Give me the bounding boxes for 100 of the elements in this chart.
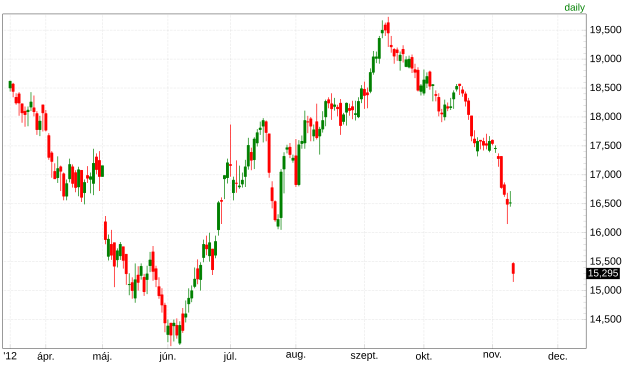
candlestick xyxy=(339,98,342,136)
candlestick xyxy=(98,150,101,192)
candlestick xyxy=(128,272,131,296)
candlestick xyxy=(142,273,146,296)
candlestick xyxy=(384,22,387,36)
candlestick xyxy=(184,300,188,323)
x-tick-label: jún. xyxy=(159,352,176,362)
candlestick xyxy=(205,235,208,256)
candlestick xyxy=(77,166,80,196)
x-tick-label: ápr. xyxy=(38,352,54,362)
candlestick xyxy=(92,148,95,196)
candlestick xyxy=(220,196,223,224)
candlestick xyxy=(86,166,89,184)
x-tick-label: okt. xyxy=(416,352,432,360)
y-tick-label: 18,500 xyxy=(590,84,622,92)
candlestick xyxy=(458,83,462,96)
candlestick xyxy=(228,124,232,177)
candlestick xyxy=(166,319,170,342)
candlestick xyxy=(402,44,405,63)
candlestick xyxy=(169,322,172,346)
candlestick xyxy=(386,16,390,48)
candlestick xyxy=(348,103,351,116)
candlestick xyxy=(234,160,238,193)
y-tick-label: 14,500 xyxy=(590,315,622,324)
candlestick xyxy=(330,92,334,120)
candlestick xyxy=(136,266,140,291)
candlestick xyxy=(175,318,178,339)
candlestick xyxy=(366,86,369,108)
candlestick xyxy=(214,235,217,258)
x-tick-label: szept. xyxy=(350,352,378,361)
candlestick xyxy=(354,100,357,121)
y-tick-label: 18,000 xyxy=(590,112,622,122)
candlestick xyxy=(312,124,316,142)
candlestick xyxy=(199,262,202,291)
candlestick xyxy=(396,47,399,62)
candlestick xyxy=(140,262,143,280)
annotation: 15,295 xyxy=(588,269,618,278)
candlestick xyxy=(262,118,265,143)
candlestick xyxy=(41,104,44,132)
x-tick-label: '12 xyxy=(4,352,16,360)
candlestick xyxy=(452,90,456,110)
y-tick-label: 15,500 xyxy=(590,257,622,266)
candlestick xyxy=(288,142,292,158)
y-tick-label: 19,500 xyxy=(590,26,622,34)
candlestick xyxy=(351,100,354,120)
candlestick xyxy=(378,35,381,64)
candlestick xyxy=(68,158,72,183)
candlestick xyxy=(306,115,310,134)
candlestick xyxy=(345,102,348,126)
candlestick xyxy=(380,20,384,38)
candlestick xyxy=(71,164,74,188)
candlestick xyxy=(309,116,312,142)
candlestick xyxy=(208,232,212,262)
candlestick xyxy=(482,137,485,151)
text: daily xyxy=(564,3,585,13)
candlestick xyxy=(24,106,26,127)
candlestick xyxy=(286,144,288,154)
candlestick xyxy=(238,165,241,189)
x-tick-label: máj. xyxy=(93,352,112,362)
candlestick xyxy=(232,176,235,201)
y-tick-label: 17,500 xyxy=(590,141,622,150)
candlestick xyxy=(428,70,432,90)
candlestick xyxy=(362,81,366,110)
y-tick-label: 19,000 xyxy=(590,54,622,64)
y-tick-label: 16,500 xyxy=(590,199,622,208)
candlestick xyxy=(202,239,206,262)
candlestick xyxy=(38,115,42,136)
candlestick xyxy=(512,262,515,282)
x-tick-label: dec. xyxy=(548,352,567,360)
x-tick-label: nov. xyxy=(484,352,501,358)
candlestick xyxy=(315,103,318,140)
candlestick xyxy=(83,178,86,205)
candlestick xyxy=(211,248,214,276)
candlestick xyxy=(408,55,410,69)
candlestick xyxy=(333,97,336,111)
candlestick xyxy=(443,99,446,121)
x-tick-label: aug. xyxy=(286,352,306,360)
candlestick xyxy=(181,307,184,334)
candlestick xyxy=(422,68,426,96)
candlestick xyxy=(56,156,60,184)
candlestick xyxy=(508,190,512,207)
candlestick xyxy=(134,262,137,303)
candlestick xyxy=(130,276,134,299)
candlestick xyxy=(18,92,21,116)
y-tick-label: 16,000 xyxy=(590,228,622,237)
candlestick xyxy=(488,136,491,152)
y-tick-label: 17,000 xyxy=(590,170,622,180)
y-tick-label: 15,000 xyxy=(590,286,622,295)
candlestick xyxy=(303,110,306,149)
candlestick xyxy=(476,136,479,157)
candlestick xyxy=(431,83,434,102)
candlestick xyxy=(172,319,176,342)
candlestick xyxy=(226,158,229,184)
candlestick xyxy=(416,66,420,92)
candlestick xyxy=(398,51,402,71)
candlestick xyxy=(65,178,68,201)
x-tick-label: júl. xyxy=(224,352,236,362)
candlestick xyxy=(178,320,182,346)
candlestick xyxy=(106,234,110,261)
candlestick xyxy=(196,258,200,284)
